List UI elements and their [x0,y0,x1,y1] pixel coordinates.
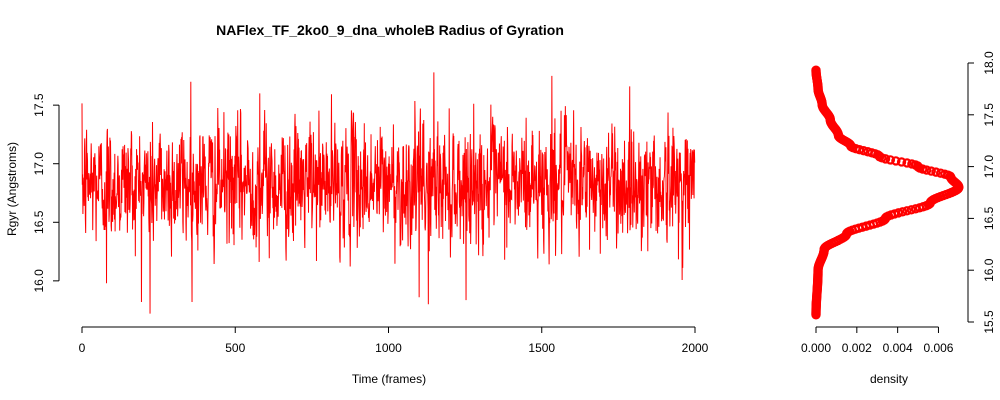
timeseries-axes: 0 500 1000 1500 2000 16.0 16.5 17.0 17.5 [32,93,709,355]
density-axes: 0.000 0.002 0.004 0.006 15.5 16.0 16.5 17.0 17.5… [801,51,996,355]
density-point [891,156,901,166]
density-point [906,205,917,215]
density-point [902,158,912,168]
x-tick-label: 0 [79,341,86,355]
y-tick-label: 16.0 [32,269,46,293]
density-x-tick-label: 0.006 [923,341,953,355]
x-tick-label: 1000 [375,341,402,355]
density-x-tick-label: 0.004 [883,341,913,355]
y-tick-label: 16.5 [32,210,46,234]
density-point [935,168,946,178]
rgyr-series-line [81,72,696,314]
density-point [931,167,941,177]
x-tick-label: 500 [225,341,245,355]
density-point [926,166,936,176]
density-point [897,207,908,217]
density-point [902,206,912,216]
density-axis-label: density [870,372,908,386]
y-axis-label: Rgyr (Angstroms) [5,142,19,236]
density-point [811,65,821,75]
x-tick-label: 1500 [528,341,555,355]
density-y-tick-label: 18.0 [982,51,996,75]
density-y-tick-label: 17.0 [982,155,996,179]
x-tick-label: 2000 [682,341,709,355]
y-tick-label: 17.5 [32,93,46,117]
density-point [885,155,896,165]
density-x-tick-label: 0.000 [801,341,831,355]
density-point [863,147,873,157]
density-y-tick-label: 15.5 [982,310,996,334]
x-axis-label: Time (frames) [352,372,426,386]
density-y-tick-label: 17.5 [982,103,996,127]
chart-title: NAFlex_TF_2ko0_9_dna_wholeB Radius of Gy… [216,22,564,38]
density-y-tick-label: 16.0 [982,258,996,282]
density-x-tick-label: 0.002 [842,341,872,355]
density-point [940,169,950,179]
density-curve [811,65,964,320]
density-point [893,208,904,218]
density-y-tick-label: 16.5 [982,206,996,230]
y-tick-label: 17.0 [32,152,46,176]
density-point [867,148,877,158]
density-point [907,159,917,169]
density-point [896,157,907,167]
